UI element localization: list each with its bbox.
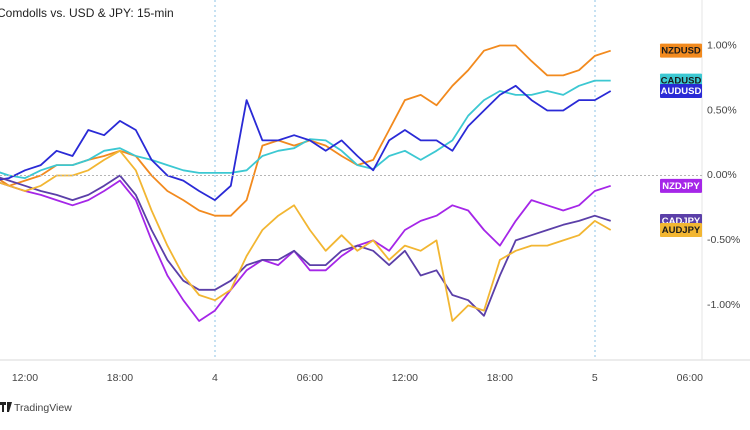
series-line bbox=[0, 149, 612, 322]
source-label: TradingView bbox=[14, 402, 72, 414]
source-logo bbox=[0, 402, 12, 412]
x-tick-label: 18:00 bbox=[107, 372, 133, 384]
chart-title: Comdolls vs. USD & JPY: 15-min bbox=[0, 6, 174, 20]
tag-box bbox=[660, 223, 702, 238]
y-tick-label: -0.50% bbox=[707, 234, 740, 246]
x-tick-label: 06:00 bbox=[297, 372, 323, 384]
axes: -1.00% -0.50% 0.00% 0.50% 1.00% 12:00 18:00 4 06… bbox=[0, 39, 740, 384]
legend-label: AUDUSD bbox=[661, 86, 702, 97]
legend-label: CADJPY bbox=[662, 216, 701, 227]
series-line bbox=[0, 84, 612, 201]
y-tick-label: -1.00% bbox=[707, 299, 740, 311]
x-tick-label: 4 bbox=[212, 372, 218, 384]
legend-label: AUDJPY bbox=[662, 225, 701, 236]
legend-label: NZDJPY bbox=[662, 181, 700, 192]
series-line bbox=[0, 174, 611, 317]
x-tick-label: 18:00 bbox=[487, 372, 513, 384]
x-tick-label: 06:00 bbox=[677, 372, 703, 384]
plot bbox=[0, 44, 612, 322]
y-tick-label: 1.00% bbox=[707, 39, 737, 51]
tag-box bbox=[660, 43, 702, 58]
legend-label: CADUSD bbox=[661, 76, 702, 87]
series-line bbox=[0, 79, 611, 179]
legend-label: NZDUSD bbox=[661, 46, 701, 57]
tag-box bbox=[660, 178, 702, 193]
series-line bbox=[0, 179, 611, 322]
x-tick-label: 5 bbox=[592, 372, 598, 384]
y-tick-label: 0.50% bbox=[707, 104, 737, 116]
x-tick-label: 12:00 bbox=[392, 372, 418, 384]
tag-box bbox=[660, 83, 702, 98]
x-tick-label: 12:00 bbox=[12, 372, 38, 384]
y-tick-label: 0.00% bbox=[707, 169, 737, 181]
